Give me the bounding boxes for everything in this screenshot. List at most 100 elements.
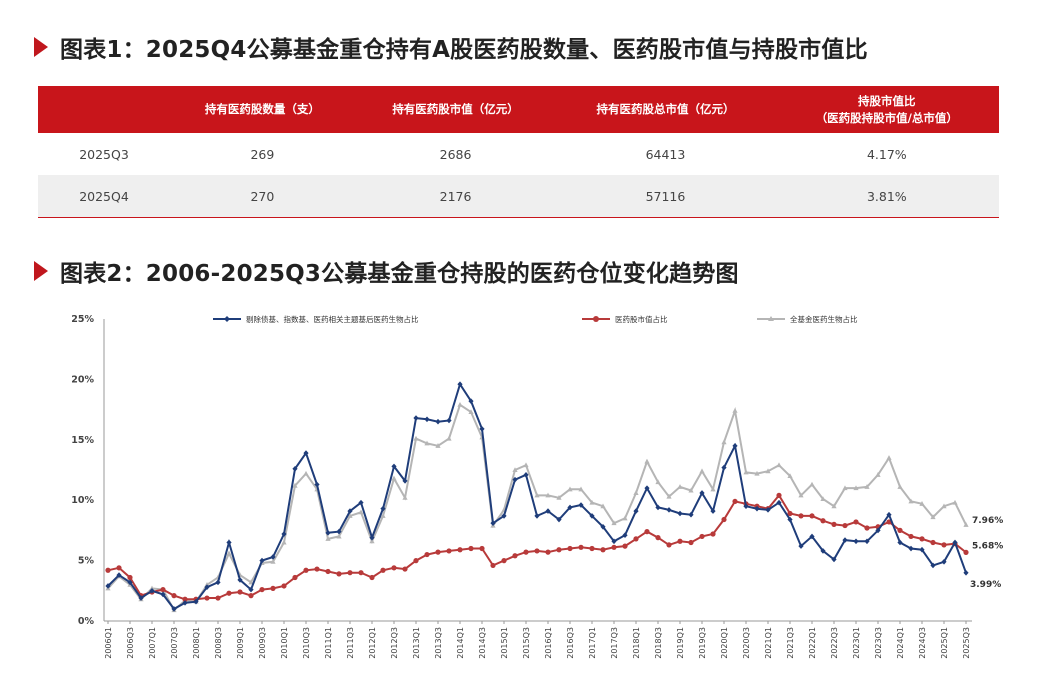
data-point bbox=[149, 588, 155, 594]
y-tick-label: 5% bbox=[78, 556, 95, 567]
data-point bbox=[292, 465, 298, 472]
data-point bbox=[897, 539, 903, 546]
data-point bbox=[314, 566, 320, 572]
end-value-label: 5.68% bbox=[972, 541, 1003, 551]
data-point bbox=[402, 478, 408, 484]
data-point bbox=[369, 534, 375, 541]
data-point bbox=[897, 484, 903, 489]
data-point bbox=[413, 435, 419, 441]
data-point bbox=[743, 469, 749, 475]
data-point bbox=[919, 501, 925, 506]
data-point bbox=[853, 519, 859, 525]
data-point bbox=[149, 585, 155, 591]
data-point bbox=[908, 533, 914, 540]
data-point bbox=[534, 548, 540, 554]
data-point bbox=[776, 492, 782, 498]
data-point bbox=[952, 539, 958, 546]
data-point bbox=[611, 544, 617, 550]
data-point bbox=[853, 485, 859, 491]
data-point bbox=[820, 548, 826, 554]
data-point bbox=[765, 468, 771, 474]
x-tick-label: 2022Q3 bbox=[830, 627, 839, 659]
data-point bbox=[182, 596, 188, 602]
data-point bbox=[545, 549, 551, 555]
x-tick-label: 2022Q1 bbox=[808, 627, 817, 659]
series-2 bbox=[105, 492, 969, 602]
data-point bbox=[776, 499, 782, 506]
data-point bbox=[501, 513, 507, 519]
data-point bbox=[798, 513, 804, 519]
data-point bbox=[402, 494, 408, 500]
data-point bbox=[633, 536, 639, 542]
data-point bbox=[336, 571, 342, 577]
data-point bbox=[842, 522, 848, 529]
table-header-total: 持有医药股总市值（亿元） bbox=[596, 102, 735, 116]
data-point bbox=[567, 486, 573, 492]
data-point bbox=[490, 562, 496, 569]
data-point bbox=[633, 490, 639, 495]
y-tick-label: 25% bbox=[71, 314, 94, 325]
x-tick-label: 2015Q3 bbox=[522, 627, 531, 659]
data-point bbox=[204, 595, 210, 601]
data-point bbox=[699, 533, 705, 540]
data-point bbox=[732, 408, 738, 413]
data-point bbox=[721, 464, 727, 471]
data-point bbox=[523, 472, 529, 478]
data-point bbox=[281, 531, 287, 537]
table-cell-ratio: 4.17% bbox=[866, 146, 907, 162]
data-point bbox=[743, 503, 749, 510]
data-point bbox=[941, 542, 947, 548]
x-tick-label: 2013Q1 bbox=[412, 627, 421, 659]
x-tick-label: 2008Q1 bbox=[192, 627, 201, 659]
data-point bbox=[380, 567, 386, 573]
data-point bbox=[809, 481, 815, 487]
data-point bbox=[567, 545, 573, 552]
data-point bbox=[952, 499, 958, 505]
data-point bbox=[732, 443, 738, 449]
data-point bbox=[336, 533, 342, 539]
data-point bbox=[699, 468, 705, 474]
data-point bbox=[292, 482, 298, 488]
table-cell-total: 64413 bbox=[645, 146, 686, 162]
data-point bbox=[105, 567, 111, 573]
data-point bbox=[754, 505, 760, 512]
data-point bbox=[215, 579, 221, 586]
x-tick-label: 2017Q1 bbox=[588, 627, 597, 659]
data-point bbox=[864, 484, 870, 489]
data-point bbox=[842, 485, 848, 491]
title-triangle-icon bbox=[34, 37, 48, 57]
x-tick-label: 2015Q1 bbox=[500, 627, 509, 659]
x-tick-label: 2014Q3 bbox=[478, 627, 487, 659]
data-point bbox=[710, 531, 716, 537]
data-point bbox=[391, 565, 397, 571]
data-point bbox=[435, 418, 441, 425]
data-point bbox=[677, 484, 683, 489]
data-point bbox=[325, 530, 331, 536]
data-point bbox=[369, 574, 375, 581]
series-line bbox=[107, 403, 967, 612]
data-point bbox=[732, 498, 738, 505]
x-tick-label: 2007Q1 bbox=[148, 627, 157, 659]
table-header-row: 持有医药股数量（支） 持有医药股市值（亿元） 持有医药股总市值（亿元） 持股市值… bbox=[38, 86, 999, 133]
x-tick-label: 2019Q1 bbox=[676, 627, 685, 659]
table-row: 2025Q3 269 2686 64413 4.17% bbox=[38, 133, 999, 175]
position-trend-chart: 0% 5% 10% 15% 20% 25% 2006Q1 2006Q3 2007Q1 2007Q3… bbox=[71, 314, 1003, 659]
figure2-title: 图表2：2006-2025Q3公募基金重仓持股的医药仓位变化趋势图 bbox=[34, 254, 739, 288]
x-tick-label: 2020Q3 bbox=[742, 627, 751, 659]
data-point bbox=[545, 508, 551, 514]
data-point bbox=[787, 510, 793, 517]
data-point bbox=[798, 492, 804, 498]
data-point bbox=[941, 559, 947, 565]
x-tick-label: 2009Q1 bbox=[236, 627, 245, 659]
data-point bbox=[831, 521, 837, 527]
x-tick-label: 2016Q3 bbox=[566, 627, 575, 659]
data-point bbox=[963, 549, 969, 555]
data-point bbox=[248, 586, 254, 593]
data-point bbox=[457, 401, 463, 407]
data-point bbox=[424, 416, 430, 423]
data-point bbox=[930, 539, 936, 546]
data-point bbox=[930, 514, 936, 520]
legend-label: 医药股市值占比 bbox=[615, 314, 668, 324]
x-tick-label: 2010Q1 bbox=[280, 627, 289, 659]
data-point bbox=[600, 547, 606, 553]
